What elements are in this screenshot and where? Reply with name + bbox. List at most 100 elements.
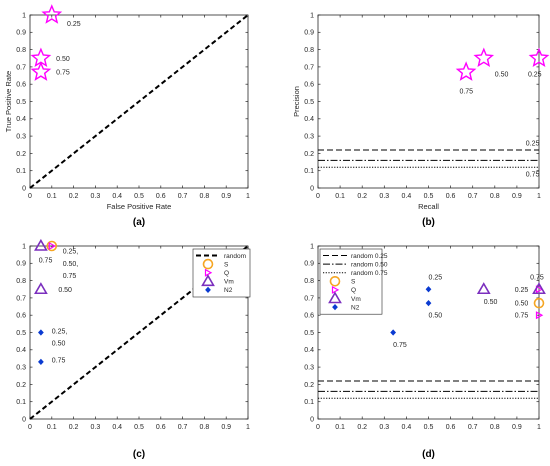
x-tick-label: 0.7 — [178, 424, 188, 431]
legend-label: random 0.25 — [351, 253, 388, 260]
legend-label: Vm — [351, 296, 361, 303]
y-tick-label: 0.1 — [16, 168, 26, 175]
x-tick-label: 1 — [246, 193, 250, 200]
data-point — [528, 47, 550, 67]
x-tick-label: 0.7 — [178, 193, 188, 200]
x-tick-label: 0 — [316, 193, 320, 200]
y-tick-label: 1 — [22, 243, 26, 250]
panel-b: 0 0.1 0.2 0.3 0.4 0.5 0.6 0.7 0.8 0.9 1 0 0.1 0.2 0.3 0… — [292, 12, 550, 228]
legend-label: random — [224, 253, 246, 260]
legend-label: random 0.75 — [351, 270, 388, 277]
y-tick-label: 0.4 — [304, 116, 314, 123]
legend-label: Q — [224, 270, 229, 277]
x-axis-label: False Positive Rate — [107, 202, 172, 211]
y-tick-label: 0.7 — [304, 295, 314, 302]
y-tick-label: 0.6 — [16, 313, 26, 320]
point-annotation: 0.75 — [39, 257, 53, 264]
x-tick-label: 0.6 — [156, 193, 166, 200]
x-tick-label: 0.7 — [468, 193, 478, 200]
data-point — [476, 282, 491, 295]
x-tick-label: 0 — [316, 424, 320, 431]
x-tick-label: 0.2 — [69, 424, 79, 431]
y-tick-label: 1 — [22, 12, 26, 19]
y-tick-label: 0.6 — [304, 313, 314, 320]
panel-label: (a) — [133, 217, 145, 228]
data-point — [38, 329, 44, 336]
y-tick-label: 0.3 — [16, 365, 26, 372]
panel-d: 0 0.1 0.2 0.3 0.4 0.5 0.6 0.7 0.8 0.9 1 0 0.1 0.2 0.3 0… — [304, 243, 546, 460]
y-tick-label: 0.5 — [304, 99, 314, 106]
x-tick-label: 0.6 — [156, 424, 166, 431]
point-annotation: 0.50 — [52, 340, 66, 347]
y-axis-label: True Positive Rate — [4, 71, 13, 132]
x-tick-label: 0.9 — [221, 424, 231, 431]
reference-line — [29, 245, 249, 420]
point-annotation: 0.50 — [495, 71, 509, 78]
point-annotation: 0.75 — [459, 89, 473, 96]
y-tick-label: 0.2 — [16, 151, 26, 158]
x-tick-label: 0.4 — [402, 193, 412, 200]
legend-marker — [204, 268, 213, 277]
legend-marker — [328, 291, 342, 304]
y-tick-label: 0.6 — [304, 82, 314, 89]
legend-marker — [332, 303, 338, 311]
point-annotation: 0.25, — [52, 328, 68, 335]
x-tick-label: 0.6 — [446, 424, 456, 431]
x-tick-label: 0.7 — [468, 424, 478, 431]
x-tick-label: 1 — [246, 424, 250, 431]
y-tick-label: 0.4 — [16, 347, 26, 354]
panel-label: (b) — [422, 217, 435, 228]
x-tick-label: 0.2 — [69, 193, 79, 200]
x-tick-label: 1 — [537, 193, 541, 200]
y-tick-label: 1 — [310, 12, 314, 19]
y-tick-label: 0.5 — [16, 330, 26, 337]
x-tick-label: 0.5 — [424, 424, 434, 431]
y-tick-label: 0.3 — [304, 365, 314, 372]
data-point — [425, 299, 432, 307]
y-tick-label: 0.9 — [16, 30, 26, 37]
y-tick-label: 0 — [310, 185, 314, 192]
panel-c: 0 0.1 0.2 0.3 0.4 0.5 0.6 0.7 0.8 0.9 1 0 0.1 0.2 0.3 0… — [16, 238, 251, 460]
panel-a: 0 0.1 0.2 0.3 0.4 0.5 0.6 0.7 0.8 0.9 1 0 0.1 0.2 0.3 0… — [4, 4, 250, 228]
legend-label: S — [351, 279, 356, 286]
data-point — [532, 282, 546, 295]
legend-marker — [329, 275, 341, 287]
y-tick-label: 0.9 — [16, 261, 26, 268]
data-point — [34, 282, 48, 295]
y-tick-label: 0.2 — [304, 382, 314, 389]
y-tick-label: 0.6 — [16, 82, 26, 89]
y-tick-label: 0 — [22, 416, 26, 423]
x-tick-label: 1 — [537, 424, 541, 431]
x-tick-label: 0.5 — [134, 424, 144, 431]
point-annotation: 0.75 — [52, 358, 66, 365]
point-annotation: 0.75 — [526, 172, 540, 179]
x-tick-label: 0.3 — [91, 193, 101, 200]
x-tick-label: 0.3 — [91, 424, 101, 431]
data-point — [30, 61, 52, 81]
x-tick-label: 0.1 — [335, 424, 345, 431]
data-point — [48, 241, 57, 251]
y-tick-label: 0.5 — [304, 330, 314, 337]
x-tick-label: 0.3 — [379, 193, 389, 200]
point-annotation: 0.25 — [429, 275, 443, 282]
legend-box — [192, 248, 251, 298]
legend-marker — [202, 258, 214, 270]
y-tick-label: 0.1 — [304, 168, 314, 175]
x-tick-label: 0.1 — [47, 193, 57, 200]
x-tick-label: 0.6 — [446, 193, 456, 200]
legend-label: Q — [351, 287, 356, 294]
point-annotation: 0.25 — [528, 71, 542, 78]
axes-box — [317, 14, 540, 189]
data-point — [41, 4, 63, 24]
y-tick-label: 0.5 — [16, 99, 26, 106]
y-tick-label: 0.8 — [304, 278, 314, 285]
data-point — [533, 297, 545, 309]
x-tick-label: 0.9 — [512, 193, 522, 200]
x-tick-label: 0.9 — [221, 193, 231, 200]
y-tick-label: 0.8 — [16, 47, 26, 54]
y-tick-label: 0.3 — [304, 134, 314, 141]
data-point — [38, 358, 44, 366]
